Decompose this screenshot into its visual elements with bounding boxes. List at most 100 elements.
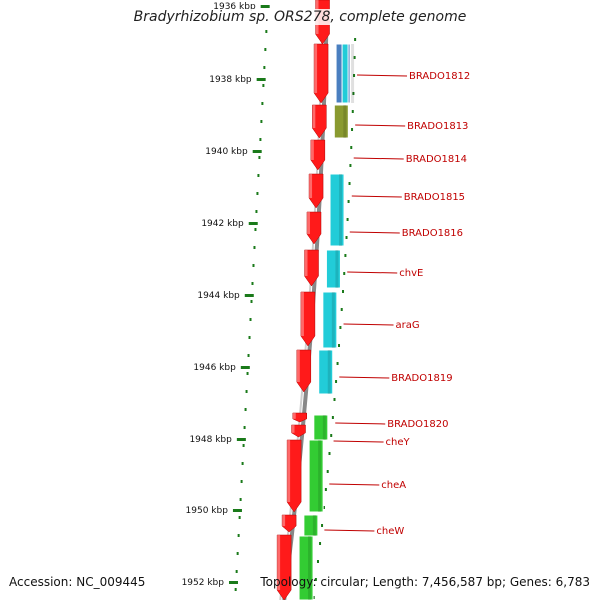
major-tick (232, 509, 242, 512)
label-leader-line (353, 157, 404, 160)
label-leader-line (349, 231, 400, 234)
minor-tick (338, 344, 341, 347)
minor-tick (251, 282, 254, 285)
label-leader-line (357, 74, 408, 77)
minor-tick-dots (234, 30, 357, 599)
major-tick (240, 366, 250, 369)
minor-tick (254, 228, 257, 231)
gene-label-brado1815: BRADO1815 (404, 192, 465, 203)
gene-highlight (300, 292, 304, 336)
cog-shade (331, 292, 335, 348)
cog-shade (339, 174, 343, 246)
cog-shade (327, 350, 331, 394)
gene-highlight (282, 515, 286, 527)
label-leader-line (347, 271, 398, 274)
minor-tick (335, 380, 338, 383)
genome-summary-text: Topology: circular; Length: 7,456,587 bp… (260, 575, 590, 589)
minor-tick (350, 146, 353, 149)
minor-tick (253, 246, 256, 249)
gene-highlight (314, 44, 318, 93)
label-leader-line (324, 529, 375, 532)
label-leader-line (339, 376, 390, 379)
minor-tick (255, 210, 258, 213)
tick-label: 1948 kbp (189, 435, 232, 445)
minor-tick (348, 182, 351, 185)
minor-tick (252, 264, 255, 267)
label-leader-line (335, 422, 386, 425)
minor-tick (241, 462, 244, 465)
label-leader-line (329, 483, 380, 486)
minor-tick (235, 570, 238, 573)
minor-tick (340, 308, 343, 311)
tick-label: 1936 kbp (213, 2, 256, 12)
major-tick (228, 581, 238, 584)
minor-tick (319, 542, 322, 545)
minor-tick (321, 524, 324, 527)
forward-gene-arrow (291, 424, 306, 438)
tick-label: 1946 kbp (193, 363, 236, 373)
minor-tick (354, 38, 357, 41)
minor-tick (248, 336, 251, 339)
cog-shade (318, 440, 322, 512)
forward-gene-arrow (296, 349, 312, 393)
forward-gene-arrow (313, 43, 329, 104)
tick-label: 1938 kbp (209, 75, 252, 85)
minor-tick (314, 578, 317, 581)
gene-label-brado1816: BRADO1816 (402, 228, 463, 239)
gene-highlight (306, 212, 310, 234)
forward-gene-arrow (281, 514, 297, 533)
gene-highlight (304, 250, 308, 276)
forward-gene-arrow (286, 439, 302, 513)
minor-tick (242, 444, 245, 447)
minor-tick (239, 498, 242, 501)
gene-label-brado1814: BRADO1814 (406, 154, 467, 165)
minor-tick (344, 254, 347, 257)
gene-label-chew: cheW (376, 526, 404, 537)
minor-tick (347, 200, 350, 203)
gene-label-brado1813: BRADO1813 (407, 121, 468, 132)
minor-tick (264, 48, 267, 51)
major-tick (252, 150, 262, 153)
cog-shade (351, 44, 355, 103)
major-tick (248, 222, 258, 225)
minor-tick (342, 290, 345, 293)
minor-tick (322, 506, 325, 509)
major-tick (244, 294, 254, 297)
gene-highlight (291, 425, 295, 433)
forward-gene-arrow (300, 291, 316, 347)
gene-highlight (296, 350, 300, 382)
minor-tick (328, 452, 331, 455)
minor-tick (336, 362, 339, 365)
gene-highlight (310, 140, 314, 160)
gene-highlight (292, 413, 296, 419)
minor-tick (258, 156, 261, 159)
accession-text: Accession: NC_009445 (9, 575, 146, 589)
map-title: Bradyrhizobium sp. ORS278, complete geno… (0, 9, 600, 25)
major-tick (256, 78, 266, 81)
minor-tick (259, 138, 262, 141)
cog-shade (335, 250, 339, 288)
forward-gene-arrow (308, 173, 324, 209)
minor-tick (312, 596, 315, 599)
gene-label-brado1820: BRADO1820 (387, 419, 448, 430)
forward-gene-arrow (304, 249, 319, 287)
cog-track-block (298, 535, 314, 600)
gene-label-chea: cheA (381, 480, 406, 491)
tick-label: 1944 kbp (197, 291, 240, 301)
gene-highlight (309, 174, 313, 198)
minor-tick (343, 272, 346, 275)
minor-tick (257, 174, 260, 177)
gene-label-chve: chvE (399, 268, 423, 279)
label-leader-line (351, 195, 402, 198)
gene-highlight (277, 535, 281, 590)
cog-shade (312, 515, 316, 536)
forward-gene-arrow (306, 211, 322, 245)
tick-label: 1952 kbp (182, 578, 225, 588)
minor-tick (331, 416, 334, 419)
major-tick (236, 438, 246, 441)
gene-label-chey: cheY (386, 437, 411, 448)
gene-label-brado1819: BRADO1819 (391, 373, 452, 384)
feature-tracks (276, 0, 355, 600)
minor-tick (261, 102, 264, 105)
minor-tick (250, 300, 253, 303)
